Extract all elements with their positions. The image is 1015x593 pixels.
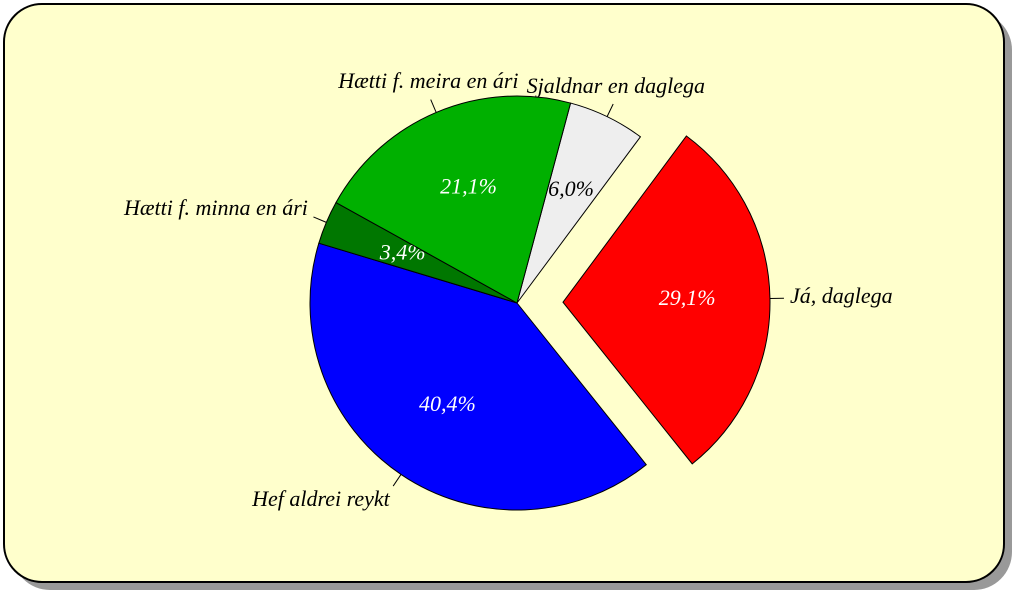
value-label: 21,1% bbox=[440, 174, 497, 199]
leader-line bbox=[392, 474, 402, 487]
category-label: Hætti f. meira en ári bbox=[337, 68, 518, 93]
category-label: Hætti f. minna en ári bbox=[123, 195, 308, 220]
leader-line bbox=[313, 216, 327, 223]
value-label: 29,1% bbox=[659, 285, 716, 310]
leader-line bbox=[606, 103, 614, 117]
leader-line bbox=[430, 99, 437, 113]
value-label: 40,4% bbox=[419, 391, 476, 416]
category-label: Sjaldnar en daglega bbox=[527, 73, 705, 98]
category-label: Hef aldrei reykt bbox=[251, 486, 391, 511]
pie-slice bbox=[335, 95, 572, 304]
category-label: Já, daglega bbox=[790, 283, 893, 308]
value-label: 6,0% bbox=[548, 176, 594, 201]
